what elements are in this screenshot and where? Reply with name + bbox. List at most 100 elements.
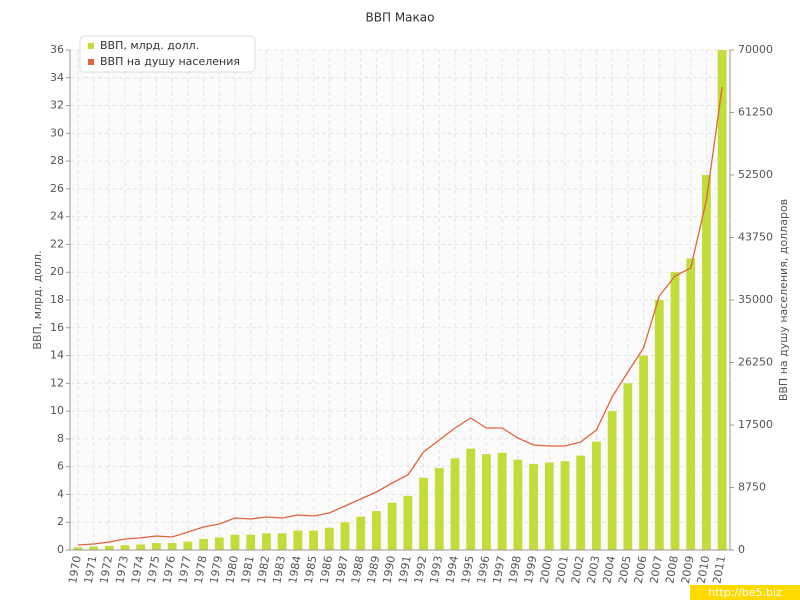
x-tick-label: 1997 [490, 555, 508, 585]
chart-title: ВВП Макао [366, 11, 435, 25]
legend: ВВП, млрд. долл. ВВП на душу населения [79, 35, 256, 73]
legend-box [79, 35, 256, 73]
x-tick-label: 1986 [318, 555, 336, 585]
y-tick-label: 14 [50, 349, 64, 362]
y-tick-label: 20 [50, 265, 64, 278]
x-tick-label: 1999 [522, 555, 540, 585]
bar [434, 468, 444, 550]
x-tick-label: 1998 [506, 555, 524, 585]
x-tick-label: 1974 [129, 555, 147, 585]
x-tick-label: 2011 [710, 555, 728, 585]
y-tick-label: 10 [50, 404, 64, 417]
x-tick-label: 1988 [349, 555, 367, 585]
x-tick-label: 1976 [160, 555, 178, 585]
x-tick-label: 1970 [66, 555, 84, 585]
x-tick-label: 2004 [600, 555, 618, 585]
legend-swatch [88, 59, 94, 65]
y-tick-label: 22 [50, 237, 64, 250]
bar [120, 545, 130, 550]
bar [497, 452, 507, 550]
x-tick-label: 1991 [396, 555, 414, 585]
x-tick-label: 1972 [98, 555, 116, 585]
bar [183, 541, 193, 550]
bar [387, 502, 397, 550]
x-tick-label: 2000 [538, 555, 556, 585]
y2-tick-label: 17500 [738, 418, 773, 431]
bar [592, 441, 601, 550]
y-tick-label: 30 [50, 126, 64, 139]
y-tick-label: 8 [57, 432, 64, 445]
bar [372, 511, 381, 550]
x-tick-label: 1989 [365, 555, 383, 585]
bar [277, 533, 287, 550]
x-tick-label: 1975 [145, 555, 163, 585]
y-tick-label: 0 [57, 543, 64, 556]
bar [214, 537, 224, 550]
x-tick-label: 1979 [208, 555, 226, 585]
bar [136, 544, 146, 550]
bar [560, 461, 570, 550]
bar [104, 545, 114, 550]
y2-tick-label: 52500 [738, 168, 773, 181]
bar [89, 546, 98, 550]
bar [717, 50, 727, 550]
y2-tick-label: 0 [738, 543, 745, 556]
bar [576, 455, 586, 550]
x-tick-label: 2003 [585, 555, 603, 585]
y2-tick-label: 61250 [738, 106, 773, 119]
x-tick-label: 1993 [428, 555, 446, 585]
y2-axis-label: ВВП на душу населения, долларов [777, 199, 790, 401]
bar [670, 272, 680, 550]
x-tick-label: 1977 [176, 555, 194, 585]
y-tick-label: 36 [50, 43, 64, 56]
marks [73, 50, 727, 550]
bar [419, 477, 428, 550]
y-axis-label: ВВП, млрд. долл. [31, 250, 44, 349]
x-tick-label: 1995 [459, 555, 477, 585]
bar [686, 258, 696, 550]
x-tick-label: 2009 [679, 555, 697, 585]
bar [324, 527, 334, 550]
bar [73, 547, 83, 550]
x-tick-label: 1994 [443, 555, 461, 585]
bar [654, 300, 664, 550]
x-tick-label: 2001 [553, 555, 571, 585]
bar [309, 530, 318, 550]
bar [623, 383, 633, 550]
x-tick-label: 1980 [223, 555, 241, 585]
x-tick-label: 2005 [616, 555, 634, 585]
x-tick-label: 2002 [569, 555, 587, 585]
bar [293, 530, 303, 550]
x-tick-label: 2010 [695, 555, 713, 585]
bar [466, 448, 476, 550]
y-tick-label: 34 [50, 71, 64, 84]
y-tick-label: 26 [50, 182, 64, 195]
bar [152, 543, 161, 550]
x-tick-label: 1978 [192, 555, 210, 585]
bar [450, 458, 460, 550]
x-tick-label: 2007 [648, 555, 666, 585]
x-tick-label: 2008 [663, 555, 681, 585]
x-tick-label: 1990 [380, 555, 398, 585]
line [77, 86, 723, 546]
bar [639, 355, 648, 550]
x-tick-label: 1985 [302, 555, 320, 585]
bar [513, 459, 523, 550]
bar [702, 175, 711, 550]
y-tick-label: 16 [50, 321, 64, 334]
bar [262, 533, 271, 550]
bar [544, 462, 554, 550]
bar [246, 534, 256, 550]
y-tick-label: 4 [57, 487, 64, 500]
bar [607, 411, 617, 550]
x-tick-label: 1987 [333, 555, 351, 585]
y-tick-label: 2 [57, 515, 64, 528]
bar [199, 538, 208, 550]
watermark-background [690, 585, 800, 600]
y-tick-label: 24 [50, 210, 64, 223]
y-tick-label: 18 [50, 293, 64, 306]
bar [529, 463, 538, 550]
bar [482, 454, 491, 550]
x-tick-label: 1983 [270, 555, 288, 585]
